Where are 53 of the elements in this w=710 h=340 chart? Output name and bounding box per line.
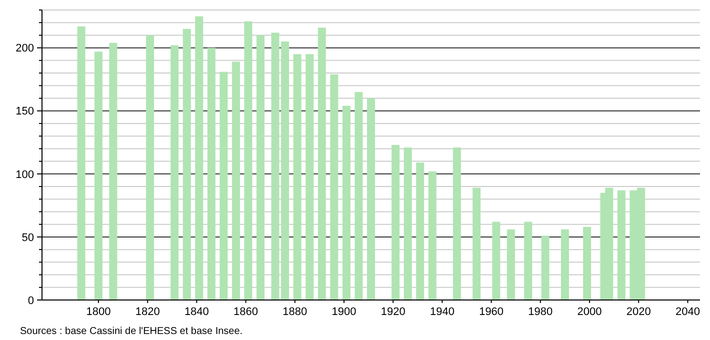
- y-tick-label: 0: [28, 294, 34, 307]
- bar: [271, 32, 280, 300]
- bar: [293, 54, 302, 300]
- bar: [207, 48, 216, 300]
- x-tick-label: 2000: [577, 306, 602, 318]
- bar: [195, 16, 204, 300]
- y-tick-label: 150: [16, 106, 34, 118]
- bar: [492, 222, 500, 300]
- x-tick-label: 2040: [675, 306, 700, 318]
- bar: [617, 190, 626, 300]
- bar: [94, 52, 102, 300]
- bar: [220, 72, 228, 300]
- x-tick-label: 1880: [282, 306, 308, 318]
- y-tick-label: 200: [16, 42, 34, 55]
- bar: [256, 35, 265, 300]
- bar: [318, 28, 326, 300]
- bar: [472, 188, 481, 300]
- bar: [306, 54, 314, 300]
- bar: [428, 171, 436, 300]
- bar: [452, 147, 461, 300]
- bar: [367, 98, 375, 300]
- bar: [560, 229, 569, 300]
- bar: [146, 35, 154, 300]
- x-tick-label: 1800: [86, 306, 111, 318]
- x-tick-label: 1840: [184, 306, 209, 318]
- x-tick-label: 1920: [380, 306, 406, 318]
- bar: [354, 92, 363, 300]
- x-tick-label: 1960: [479, 306, 504, 318]
- bar: [77, 26, 86, 300]
- bar: [416, 162, 424, 300]
- bar: [342, 106, 350, 300]
- x-tick-label: 1820: [135, 306, 160, 318]
- bar: [524, 222, 532, 300]
- source-note: Sources : base Cassini de l'EHESS et base Insee.: [20, 326, 243, 337]
- bar: [330, 74, 338, 300]
- y-tick-label: 100: [16, 168, 34, 181]
- bar: [392, 144, 400, 300]
- bar: [506, 229, 515, 300]
- x-tick-label: 1940: [430, 306, 454, 318]
- x-tick-label: 1980: [528, 306, 553, 318]
- bar: [583, 226, 592, 300]
- x-tick-label: 2020: [626, 306, 651, 318]
- bar: [232, 62, 240, 300]
- bar: [404, 147, 412, 300]
- x-tick-label: 1900: [332, 306, 356, 318]
- bar: [109, 42, 118, 300]
- y-tick-label: 50: [22, 232, 34, 244]
- bar: [541, 236, 550, 300]
- x-tick-label: 1860: [234, 306, 258, 318]
- bar: [281, 42, 290, 300]
- bar: [244, 21, 252, 300]
- bar: [182, 28, 191, 300]
- bar: [170, 45, 179, 300]
